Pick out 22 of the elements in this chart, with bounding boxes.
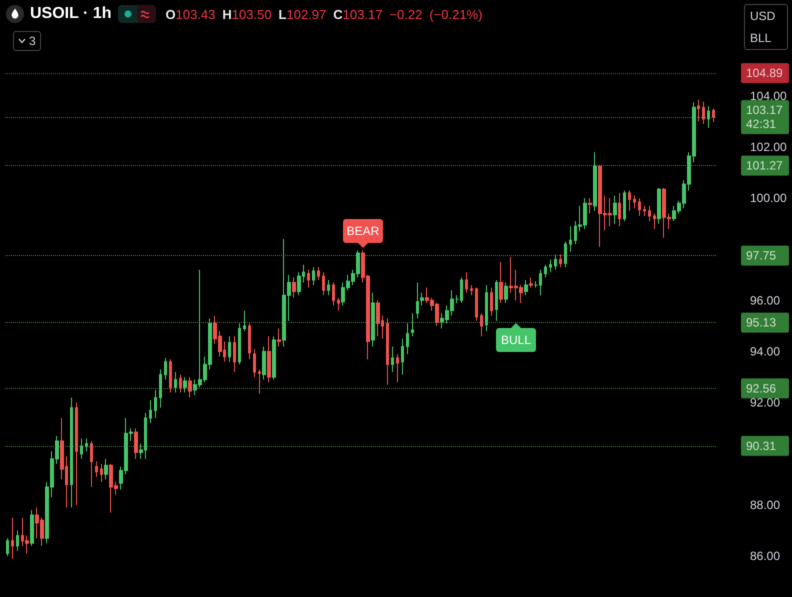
annotation: BULL <box>496 328 536 352</box>
y-tick-label: 86.00 <box>750 549 780 564</box>
y-tick-label: 102.00 <box>750 140 788 154</box>
ref-line-label: 92.56 <box>746 381 776 396</box>
ref-line-label: 101.27 <box>746 158 784 173</box>
ref-line-label: 95.13 <box>746 316 776 330</box>
annotation: 3 <box>29 34 36 48</box>
text: O103.43 H103.50 L102.97 C103.17 −0.22 (−0.21%) <box>166 6 482 22</box>
ref-line-label: 90.31 <box>746 438 776 453</box>
ref-line-label: 97.75 <box>746 248 776 263</box>
ref-line-label: 103.17 42:31 <box>746 103 784 132</box>
y-tick-label: 88.00 <box>750 498 780 512</box>
annotation: BEAR <box>342 219 383 244</box>
text: USD <box>749 8 776 25</box>
y-tick-label: 104.00 <box>750 88 788 103</box>
chart-title: USOIL · 1h <box>30 5 112 23</box>
y-tick-label: 94.00 <box>750 344 780 359</box>
y-tick-label: 100.00 <box>750 191 788 206</box>
y-tick-label: 96.00 <box>750 293 780 308</box>
ref-line-label: 104.89 <box>746 66 784 80</box>
text: BLL <box>749 30 772 47</box>
y-tick-label: 92.00 <box>750 396 780 410</box>
